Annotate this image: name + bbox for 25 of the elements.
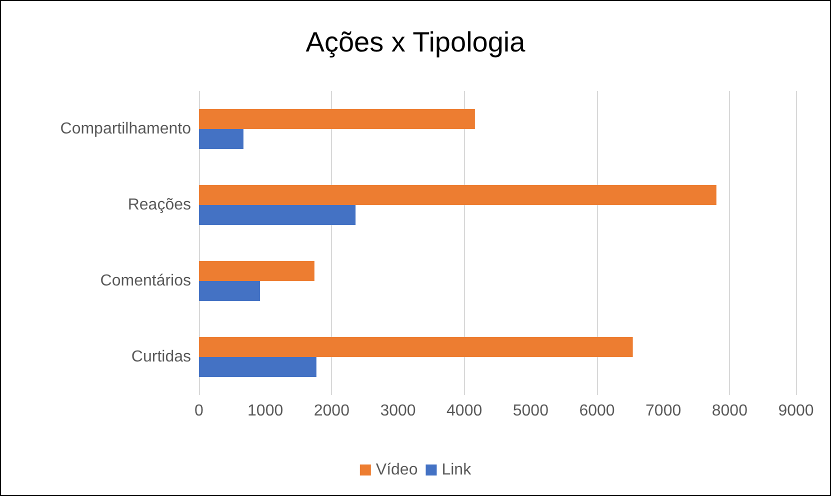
x-tick-label: 9000 (778, 402, 814, 420)
bar (199, 261, 314, 281)
bar (199, 357, 316, 377)
x-tick-label: 5000 (512, 402, 549, 420)
x-tick-label: 2000 (314, 402, 350, 420)
bar (199, 129, 244, 149)
bar (199, 337, 633, 357)
y-tick-label: Comentários (100, 272, 191, 290)
bar (199, 109, 475, 129)
x-tick-label: 6000 (579, 402, 615, 420)
x-tick-label: 7000 (646, 402, 682, 420)
y-tick-label: Reações (128, 196, 191, 214)
y-tick-label: Compartilhamento (60, 120, 192, 138)
x-tick-label: 1000 (248, 402, 284, 420)
bar (199, 205, 356, 225)
x-tick-label: 3000 (380, 402, 416, 420)
legend-label: Vídeo (376, 462, 418, 478)
y-tick-label: Curtidas (131, 348, 191, 366)
x-tick-label: 4000 (446, 402, 482, 420)
x-tick-label: 0 (194, 402, 204, 420)
bar (199, 281, 260, 301)
x-tick-label: 8000 (712, 402, 748, 420)
bar (199, 185, 716, 205)
chart-title: Ações x Tipologia (306, 26, 526, 58)
legend-label: Link (442, 462, 472, 478)
